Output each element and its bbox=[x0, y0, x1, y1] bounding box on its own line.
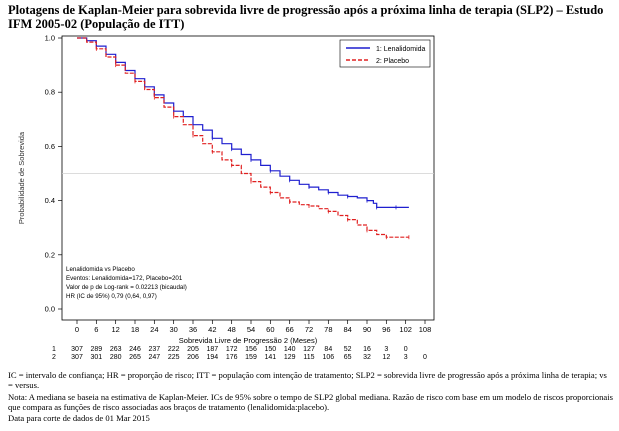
risk-cell: 106 bbox=[322, 354, 334, 361]
risk-cell: 247 bbox=[148, 354, 160, 361]
risk-cell: 156 bbox=[245, 346, 257, 353]
x-tick-label: 54 bbox=[247, 325, 255, 334]
risk-cell: 176 bbox=[226, 354, 238, 361]
risk-cell: 205 bbox=[187, 346, 199, 353]
series-line-2 bbox=[77, 37, 409, 238]
x-tick-label: 42 bbox=[208, 325, 216, 334]
risk-cell: 150 bbox=[264, 346, 276, 353]
y-tick-label: 0.6 bbox=[45, 142, 55, 151]
risk-cell: 263 bbox=[110, 346, 122, 353]
x-tick-label: 24 bbox=[150, 325, 158, 334]
risk-cell: 289 bbox=[90, 346, 102, 353]
x-tick-label: 36 bbox=[189, 325, 197, 334]
risk-cell: 225 bbox=[168, 354, 180, 361]
risk-cell: 0 bbox=[404, 346, 408, 353]
risk-cell: 265 bbox=[129, 354, 141, 361]
risk-cell: 32 bbox=[363, 354, 371, 361]
risk-cell: 3 bbox=[384, 346, 388, 353]
page-title: Plotagens de Kaplan-Meier para sobrevida… bbox=[8, 3, 604, 31]
footnote-cutoff: Data para corte de dados de 01 Mar 2015 bbox=[8, 413, 150, 423]
y-axis: 0.0 0.2 0.4 0.6 0.8 1.0 bbox=[45, 34, 62, 314]
risk-table: 1 307 289 263 246 237 222 205 187 172 156 150 140 127… bbox=[52, 346, 427, 361]
footnote-note: Nota: A mediana se baseia na estimativa … bbox=[8, 392, 613, 413]
x-tick-label: 102 bbox=[399, 325, 412, 334]
legend: 1: Lenalidomida 2: Placebo bbox=[339, 39, 431, 68]
y-tick-label: 1.0 bbox=[45, 34, 55, 43]
legend-box bbox=[339, 39, 431, 68]
risk-cell: 206 bbox=[187, 354, 199, 361]
x-tick-label: 72 bbox=[305, 325, 313, 334]
y-axis-label: Probabilidade de Sobrevida bbox=[17, 131, 26, 224]
risk-cell: 222 bbox=[168, 346, 180, 353]
x-tick-label: 84 bbox=[343, 325, 351, 334]
stats-line-3: Valor de p de Log-rank = 0.02213 (bicaud… bbox=[66, 284, 187, 291]
x-tick-label: 78 bbox=[324, 325, 332, 334]
risk-cell: 52 bbox=[344, 346, 352, 353]
km-chart: 0.00.20.40.60.81.0 0 6 12 18 24 30 36 42 48 54 60 6… bbox=[17, 34, 435, 361]
x-tick-label: 66 bbox=[285, 325, 293, 334]
x-axis-label: Sobrevida Livre de Progressão 2 (Meses) bbox=[179, 336, 318, 345]
risk-row-label: 2 bbox=[52, 354, 56, 361]
x-axis: 0 6 12 18 24 30 36 42 48 54 60 66 72 78 84 90 96 102 108 bbox=[75, 320, 431, 334]
risk-cell: 237 bbox=[148, 346, 160, 353]
stats-line-2: Eventos: Lenalidomida=172, Placebo=201 bbox=[66, 275, 183, 282]
risk-cell: 159 bbox=[245, 354, 257, 361]
risk-cell: 3 bbox=[404, 354, 408, 361]
risk-cell: 301 bbox=[90, 354, 102, 361]
risk-cell: 129 bbox=[284, 354, 296, 361]
risk-cell: 140 bbox=[284, 346, 296, 353]
x-tick-label: 0 bbox=[75, 325, 79, 334]
x-tick-label: 108 bbox=[419, 325, 432, 334]
y-tick-label: 0.4 bbox=[45, 196, 55, 205]
risk-cell: 187 bbox=[206, 346, 218, 353]
x-tick-label: 18 bbox=[131, 325, 139, 334]
x-tick-label: 60 bbox=[266, 325, 274, 334]
legend-label-lenalidomida: 1: Lenalidomida bbox=[376, 46, 426, 53]
x-tick-label: 90 bbox=[363, 325, 371, 334]
risk-cell: 65 bbox=[344, 354, 352, 361]
risk-cell: 115 bbox=[303, 354, 314, 361]
y-tick-label: 0.0 bbox=[45, 305, 55, 314]
risk-cell: 172 bbox=[226, 346, 238, 353]
legend-label-placebo: 2: Placebo bbox=[376, 58, 409, 65]
stats-box: Lenalidomida vs Placebo Eventos: Lenalid… bbox=[66, 266, 187, 300]
x-tick-label: 12 bbox=[111, 325, 119, 334]
series-group bbox=[77, 37, 410, 240]
x-tick-label: 48 bbox=[227, 325, 235, 334]
risk-cell: 194 bbox=[206, 354, 218, 361]
footnote-abbreviations: IC = intervalo de confiança; HR = propor… bbox=[8, 370, 607, 391]
risk-cell: 16 bbox=[363, 346, 371, 353]
risk-cell: 84 bbox=[324, 346, 332, 353]
risk-cell: 141 bbox=[264, 354, 276, 361]
stats-line-4: HR (IC de 95%) 0,79 (0,64, 0,97) bbox=[66, 293, 157, 300]
plot-frame bbox=[61, 35, 435, 321]
risk-cell: 280 bbox=[110, 354, 122, 361]
risk-cell: 307 bbox=[71, 354, 83, 361]
y-tick-label: 0.8 bbox=[45, 88, 55, 97]
risk-cell: 12 bbox=[382, 354, 390, 361]
risk-row-label: 1 bbox=[52, 346, 56, 353]
x-tick-label: 96 bbox=[382, 325, 390, 334]
risk-cell: 246 bbox=[129, 346, 141, 353]
risk-cell: 0 bbox=[423, 354, 427, 361]
x-tick-label: 6 bbox=[94, 325, 98, 334]
y-tick-label: 0.2 bbox=[45, 250, 55, 259]
risk-cell: 127 bbox=[303, 346, 315, 353]
stats-line-1: Lenalidomida vs Placebo bbox=[66, 266, 135, 273]
risk-cell: 307 bbox=[71, 346, 83, 353]
x-tick-label: 30 bbox=[169, 325, 177, 334]
